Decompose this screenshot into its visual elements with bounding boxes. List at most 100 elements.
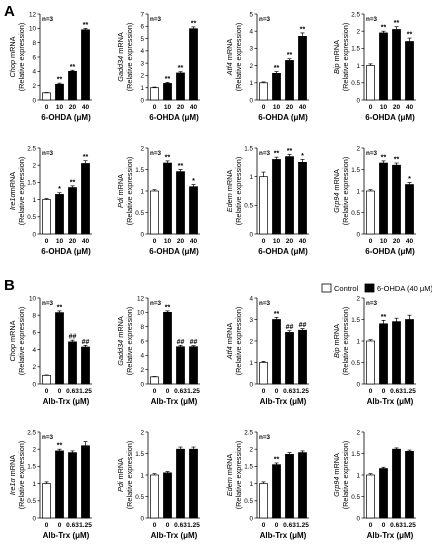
- bar: [285, 454, 294, 519]
- x-tick-label: 1.25: [403, 388, 416, 395]
- y-axis-label-gene: Atf4: [225, 62, 234, 76]
- y-axis-label: Ire1αmRNA: [8, 172, 17, 210]
- y-axis-label-suffix: mRNA: [225, 170, 234, 194]
- y-tick-label: 3: [249, 46, 253, 53]
- y-axis-unit: (Relative expression): [125, 157, 134, 226]
- x-axis-label: 6-OHDA (μM): [365, 247, 415, 256]
- y-axis-label-gene: Gadd34: [116, 340, 125, 366]
- bar: [150, 376, 159, 385]
- y-tick-label: 0: [32, 97, 36, 104]
- bar: [189, 448, 198, 519]
- y-tick-label: 0: [32, 515, 36, 522]
- bar: [259, 362, 268, 385]
- significance-mark: **: [381, 314, 387, 321]
- y-tick-label: 2: [356, 29, 360, 36]
- y-tick-label: 3: [140, 60, 144, 67]
- x-tick-label: 0.63: [390, 522, 403, 529]
- bar: [366, 340, 375, 385]
- bar: [81, 445, 90, 519]
- bar: [285, 332, 294, 385]
- x-tick-label: 40: [299, 104, 307, 111]
- n-label: n=3: [150, 16, 162, 23]
- bar: [150, 474, 159, 519]
- x-axis-label: 6-OHDA (μM): [41, 247, 91, 256]
- y-axis-unit: (Relative expression): [341, 23, 350, 92]
- bar: [42, 199, 51, 235]
- x-tick-label: 20: [393, 238, 401, 245]
- significance-mark: **: [381, 154, 387, 161]
- bar: [42, 375, 51, 385]
- y-tick-label: 2: [140, 367, 144, 374]
- y-axis-label: Pdi mRNA: [116, 174, 125, 208]
- x-axis-label: 6-OHDA (μM): [149, 113, 199, 122]
- bar: [298, 36, 307, 101]
- y-tick-label: 1.5: [27, 464, 36, 471]
- y-axis-label-suffix: mRNA: [225, 39, 234, 63]
- y-tick-label: 3: [249, 317, 253, 324]
- panel-letter-a: A: [4, 3, 15, 20]
- y-tick-label: 4: [140, 48, 144, 55]
- x-tick-label: 0.63: [283, 522, 296, 529]
- x-axis-label: Alb-Trx (μM): [367, 531, 414, 540]
- y-axis-label: Bip mRNA: [332, 40, 341, 74]
- y-tick-label: 4: [32, 69, 36, 76]
- bar: [163, 311, 172, 385]
- bar: [405, 451, 414, 519]
- y-axis-label-gene: Edem: [225, 193, 234, 212]
- y-tick-label: 2: [140, 73, 144, 80]
- n-label: n=3: [42, 16, 54, 23]
- x-tick-label: 20: [286, 104, 294, 111]
- significance-mark: **: [274, 151, 280, 158]
- y-tick-label: 0: [140, 231, 144, 238]
- x-tick-label: 10: [56, 104, 64, 111]
- bar: [163, 162, 172, 235]
- bar: [55, 83, 64, 101]
- legend: Control 6-OHDA (40 μM): [321, 283, 432, 293]
- bar: [189, 28, 198, 101]
- y-tick-label: 0.5: [135, 210, 144, 217]
- bar: [392, 321, 401, 385]
- y-axis-label-gene: Grp94: [332, 193, 341, 213]
- bar: [176, 171, 185, 235]
- significance-mark: ##: [69, 334, 77, 341]
- x-tick-label: 0: [153, 522, 157, 529]
- x-tick-label: 0: [262, 104, 266, 111]
- y-axis-unit: (Relative expression): [341, 157, 350, 226]
- y-axis-label: Edem mRNA: [225, 170, 234, 213]
- bar: [55, 312, 64, 385]
- legend-ohda-label: 6-OHDA (40 μM): [377, 284, 432, 293]
- y-tick-label: 4: [140, 353, 144, 360]
- y-tick-label: 7: [140, 11, 144, 18]
- y-tick-label: 0: [249, 381, 253, 388]
- chart-1: 0 2 4 6 8 10 12 0 ** 10 ** 20 ** 40 n=3 6-OHDA (μM) Chop…: [8, 11, 92, 122]
- y-tick-label: 1: [356, 472, 360, 479]
- bar: [189, 186, 198, 235]
- x-tick-label: 0: [166, 522, 170, 529]
- x-axis-label: Alb-Trx (μM): [43, 531, 90, 540]
- y-axis-unit: (Relative expression): [17, 441, 26, 510]
- y-axis-label: Gadd34 mRNA: [116, 32, 125, 82]
- significance-mark: **: [407, 32, 413, 39]
- y-tick-label: 2: [356, 295, 360, 302]
- y-axis-label: Edem mRNA: [225, 454, 234, 497]
- significance-mark: **: [165, 154, 171, 161]
- x-tick-label: 0: [382, 388, 386, 395]
- y-tick-label: 5: [249, 11, 253, 18]
- significance-mark: *: [408, 176, 411, 183]
- y-tick-label: 0: [249, 515, 253, 522]
- x-tick-label: 1.25: [79, 522, 92, 529]
- y-tick-label: 2.5: [351, 11, 360, 18]
- chart-8: 00.511.520**10**20*40n=36-OHDA (μM)Grp94…: [332, 145, 416, 256]
- y-tick-label: 0.5: [135, 494, 144, 501]
- y-axis-label-suffix: mRNA: [332, 40, 341, 64]
- y-tick-label: 1: [356, 63, 360, 70]
- legend-control-swatch: [321, 283, 332, 293]
- x-tick-label: 40: [190, 238, 198, 245]
- y-tick-label: 8: [32, 313, 36, 320]
- chart-15: 0 0.5 1 1.5 2 2.5 0 ** 0 0.63 1.25 n=3 Alb-Trx (μM) E…: [225, 429, 309, 540]
- bar: [42, 92, 51, 101]
- x-tick-label: 0: [275, 388, 279, 395]
- y-tick-label: 2: [32, 447, 36, 454]
- bar: [366, 190, 375, 235]
- chart-4: 0 0.5 1 1.5 2 2.5 0 ** 10 ** 20 ** 40 n=3 6-OHDA (μM) B…: [332, 11, 416, 122]
